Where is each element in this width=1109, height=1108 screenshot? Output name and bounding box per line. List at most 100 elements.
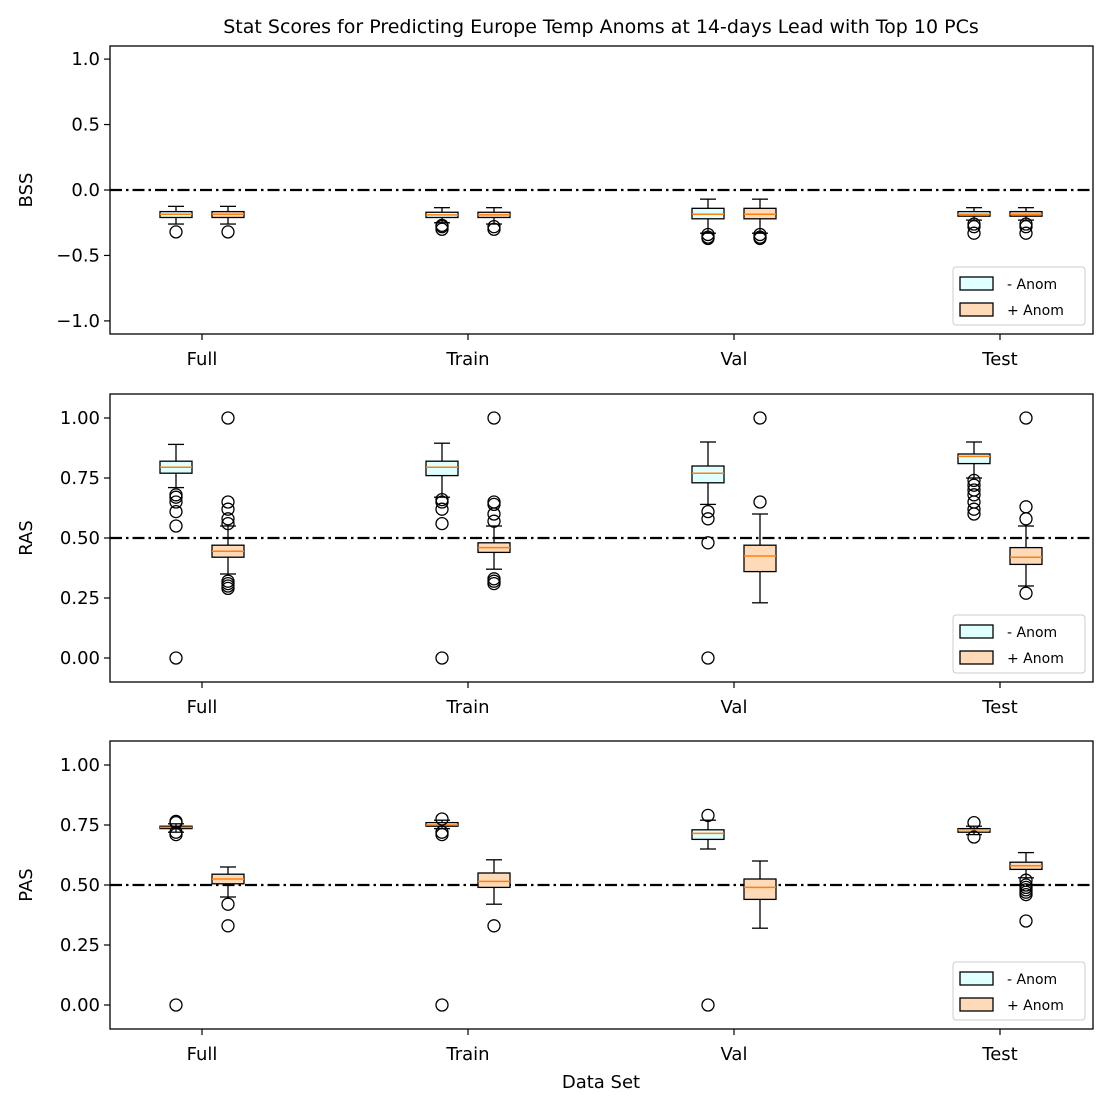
- x-tick-label: Val: [721, 349, 748, 370]
- legend-swatch: [959, 971, 994, 986]
- outlier-point: [487, 411, 501, 425]
- subplots: 1.0 0.5 0.0 −0.5 −1.0 Full Train Val Test BSS - An…: [16, 45, 1094, 1065]
- box-test: [1009, 207, 1043, 240]
- y-tick-label: −0.5: [56, 245, 100, 266]
- outlier-point: [435, 222, 449, 236]
- y-tick-label: 0.00: [60, 648, 100, 669]
- box-full: [211, 205, 245, 239]
- outlier-point: [967, 815, 981, 830]
- legend-swatch: [959, 276, 994, 291]
- box-body: [743, 878, 777, 901]
- box-val: [691, 808, 725, 1012]
- box-train: [425, 207, 459, 236]
- legend-label: + Anom: [1007, 998, 1064, 1014]
- legend-label: + Anom: [1007, 651, 1064, 667]
- legend-label: - Anom: [1007, 972, 1057, 988]
- outlier-point: [967, 473, 981, 488]
- axes-frame: [109, 45, 1094, 335]
- y-tick-label: 1.00: [60, 408, 100, 429]
- outlier-point: [487, 514, 501, 528]
- box-test: [1009, 411, 1043, 600]
- outlier-point: [169, 490, 183, 504]
- y-axis-label: BSS: [16, 173, 37, 208]
- outlier-point: [753, 231, 767, 246]
- box-train: [425, 812, 459, 1012]
- x-tick-label: Train: [445, 1044, 489, 1065]
- y-tick-label: 0.5: [71, 115, 100, 136]
- x-tick-label: Full: [187, 349, 218, 370]
- box-full: [211, 866, 245, 933]
- legend-label: - Anom: [1007, 625, 1057, 641]
- box-body: [743, 544, 777, 573]
- box-test: [957, 441, 991, 521]
- outlier-point: [701, 998, 715, 1012]
- outlier-point: [701, 651, 715, 665]
- subplot-ras: 1.00 0.75 0.50 0.25 0.00 Full Train Val Test RAS -…: [16, 393, 1094, 718]
- outlier-point: [1019, 512, 1033, 526]
- box-full: [159, 443, 193, 665]
- outlier-point: [435, 502, 449, 516]
- box-body: [691, 465, 725, 484]
- box-train: [477, 411, 511, 591]
- outlier-point: [1019, 887, 1033, 902]
- outlier-point: [487, 507, 501, 521]
- y-tick-label: 0.75: [60, 815, 100, 836]
- legend: - Anom + Anom: [952, 266, 1086, 326]
- outlier-point: [487, 222, 501, 236]
- x-tick-label: Full: [187, 697, 218, 718]
- outlier-point: [701, 512, 715, 526]
- legend-label: - Anom: [1007, 277, 1057, 293]
- series-neg-anom: [159, 198, 991, 246]
- axes-frame: [109, 740, 1094, 1030]
- outlier-point: [221, 919, 235, 933]
- box-test: [957, 207, 991, 240]
- subplot-bss: 1.0 0.5 0.0 −0.5 −1.0 Full Train Val Test BSS - An…: [16, 45, 1094, 370]
- y-tick-label: 0.00: [60, 995, 100, 1016]
- box-train: [477, 859, 511, 933]
- outlier-point: [967, 478, 981, 492]
- outlier-point: [701, 504, 715, 519]
- y-tick-label: 0.75: [60, 468, 100, 489]
- outlier-point: [1019, 500, 1033, 514]
- outlier-point: [487, 576, 501, 591]
- outlier-point: [169, 225, 183, 239]
- outlier-point: [221, 225, 235, 239]
- x-tick-label: Train: [445, 349, 489, 370]
- outlier-point: [1019, 226, 1033, 240]
- outlier-point: [967, 502, 981, 516]
- y-tick-label: 0.50: [60, 528, 100, 549]
- x-tick-label: Train: [445, 697, 489, 718]
- box-full: [159, 814, 193, 1012]
- outlier-point: [487, 919, 501, 933]
- legend: - Anom + Anom: [952, 614, 1086, 674]
- outlier-point: [221, 897, 235, 911]
- outlier-point: [1019, 411, 1033, 425]
- legend: - Anom + Anom: [952, 961, 1086, 1021]
- box-val: [743, 198, 777, 246]
- box-body: [425, 460, 459, 477]
- x-tick-label: Test: [981, 349, 1017, 370]
- box-val: [743, 411, 777, 604]
- y-tick-label: 0.25: [60, 588, 100, 609]
- outlier-point: [701, 536, 715, 550]
- figure-title: Stat Scores for Predicting Europe Temp A…: [223, 16, 979, 38]
- outlier-point: [967, 507, 981, 521]
- y-tick-label: 0.25: [60, 935, 100, 956]
- box-full: [211, 411, 245, 596]
- outlier-point: [701, 808, 715, 823]
- outlier-point: [753, 495, 767, 509]
- outlier-point: [435, 516, 449, 531]
- x-tick-label: Test: [981, 1044, 1017, 1065]
- box-body: [477, 872, 511, 889]
- x-tick-label: Val: [721, 1044, 748, 1065]
- outlier-point: [221, 516, 235, 531]
- y-tick-label: 0.50: [60, 875, 100, 896]
- outlier-point: [753, 411, 767, 425]
- axes-frame: [109, 393, 1094, 683]
- box-train: [477, 207, 511, 236]
- outlier-point: [967, 226, 981, 240]
- outlier-point: [967, 488, 981, 502]
- legend-swatch: [959, 302, 994, 317]
- legend-swatch: [959, 624, 994, 639]
- outlier-point: [701, 231, 715, 246]
